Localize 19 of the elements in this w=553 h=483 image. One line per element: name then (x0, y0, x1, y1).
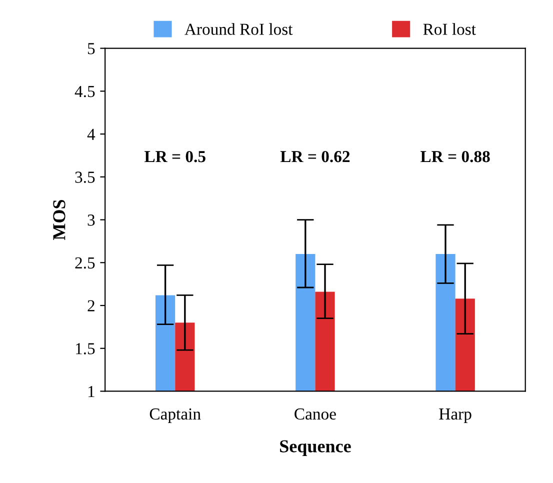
annotation: LR = 0.5 (144, 150, 206, 162)
y-tick-label: 5 (88, 43, 95, 54)
y-axis-title: MOS (53, 200, 66, 240)
y-tick-label: 3.5 (75, 172, 95, 183)
y-tick-label: 1.5 (76, 343, 95, 354)
y-tick-label: 4.5 (74, 86, 95, 98)
x-tick-label: Captain (150, 408, 201, 424)
y-tick-label: 1 (88, 386, 94, 398)
x-axis-title: Sequence (280, 440, 351, 456)
legend-label: RoI lost (423, 23, 476, 35)
legend-label: Around RoI lost (184, 23, 293, 35)
y-tick-label: 2.5 (75, 257, 95, 269)
annotation: LR = 0.62 (280, 150, 350, 162)
y-tick-label: 2 (88, 300, 94, 312)
y-tick-label: 3 (88, 214, 95, 226)
annotation: LR = 0.88 (420, 150, 490, 162)
x-tick-label: Canoe (294, 408, 336, 420)
x-tick-label: Harp (439, 408, 472, 424)
y-tick-label: 4 (87, 128, 96, 140)
